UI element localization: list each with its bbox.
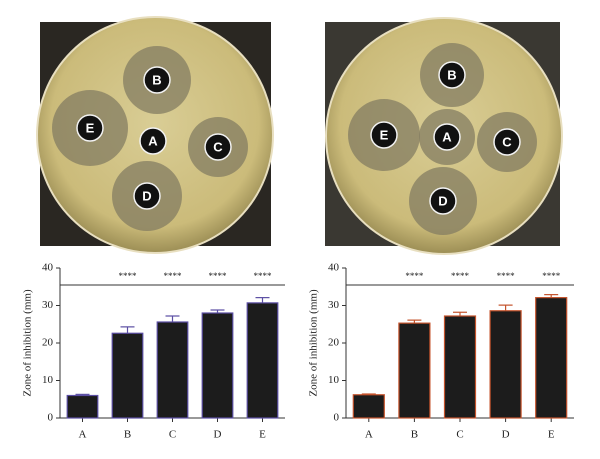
x-tick-label: D (502, 429, 510, 441)
significance-label: **** (451, 271, 470, 281)
bar (66, 394, 99, 419)
well-label: C (502, 134, 512, 149)
x-tick-label: C (169, 429, 176, 441)
significance-label: **** (164, 271, 183, 281)
x-tick-label: A (365, 429, 373, 441)
x-tick-label: A (79, 429, 87, 441)
y-axis-label: Zone of inhibition (mm) (308, 289, 320, 397)
significance-label: **** (119, 271, 138, 281)
bar (156, 321, 189, 419)
well-label: D (142, 188, 151, 203)
bar (111, 332, 144, 419)
significance-label: **** (542, 271, 561, 281)
bar (443, 315, 477, 419)
y-tick-label: 30 (42, 299, 54, 311)
well-label: A (442, 129, 452, 144)
x-tick-label: E (548, 429, 555, 441)
well-label: C (213, 139, 223, 154)
significance-label: **** (209, 271, 228, 281)
significance-label: **** (497, 271, 516, 281)
significance-label: **** (405, 271, 424, 281)
bar (398, 322, 431, 419)
y-axis-label: Zone of inhibition (mm) (22, 289, 34, 397)
photo-wells: B E A C D (52, 46, 248, 231)
bar (489, 310, 522, 419)
well-label: B (152, 72, 161, 87)
well (438, 61, 466, 89)
bar (246, 302, 279, 419)
well-label: A (148, 133, 158, 148)
well (429, 187, 457, 215)
x-tick-label: B (411, 429, 418, 441)
bar (535, 297, 568, 419)
well-label: B (447, 67, 456, 82)
y-tick-label: 40 (42, 262, 54, 274)
x-tick-label: C (456, 429, 463, 441)
y-tick-label: 10 (328, 374, 340, 386)
x-tick-label: B (124, 429, 131, 441)
y-tick-label: 0 (48, 412, 54, 424)
y-tick-label: 30 (328, 299, 340, 311)
well (139, 127, 167, 155)
well (143, 66, 171, 94)
significance-label: **** (254, 271, 273, 281)
photo-wells: B E A C D (348, 43, 537, 235)
well (76, 114, 104, 142)
well (433, 123, 461, 151)
well (493, 128, 521, 156)
x-tick-label: E (259, 429, 266, 441)
well-label: E (86, 120, 95, 135)
y-tick-label: 20 (328, 337, 340, 349)
well (133, 182, 161, 210)
well-label: D (438, 193, 447, 208)
y-tick-label: 40 (328, 262, 340, 274)
y-tick-label: 0 (334, 412, 340, 424)
x-tick-label: D (214, 429, 222, 441)
y-tick-label: 20 (42, 337, 54, 349)
well-label: E (380, 127, 389, 142)
well (204, 133, 232, 161)
well (370, 121, 398, 149)
bar (201, 312, 234, 419)
y-tick-label: 10 (42, 374, 54, 386)
bar (352, 394, 385, 419)
